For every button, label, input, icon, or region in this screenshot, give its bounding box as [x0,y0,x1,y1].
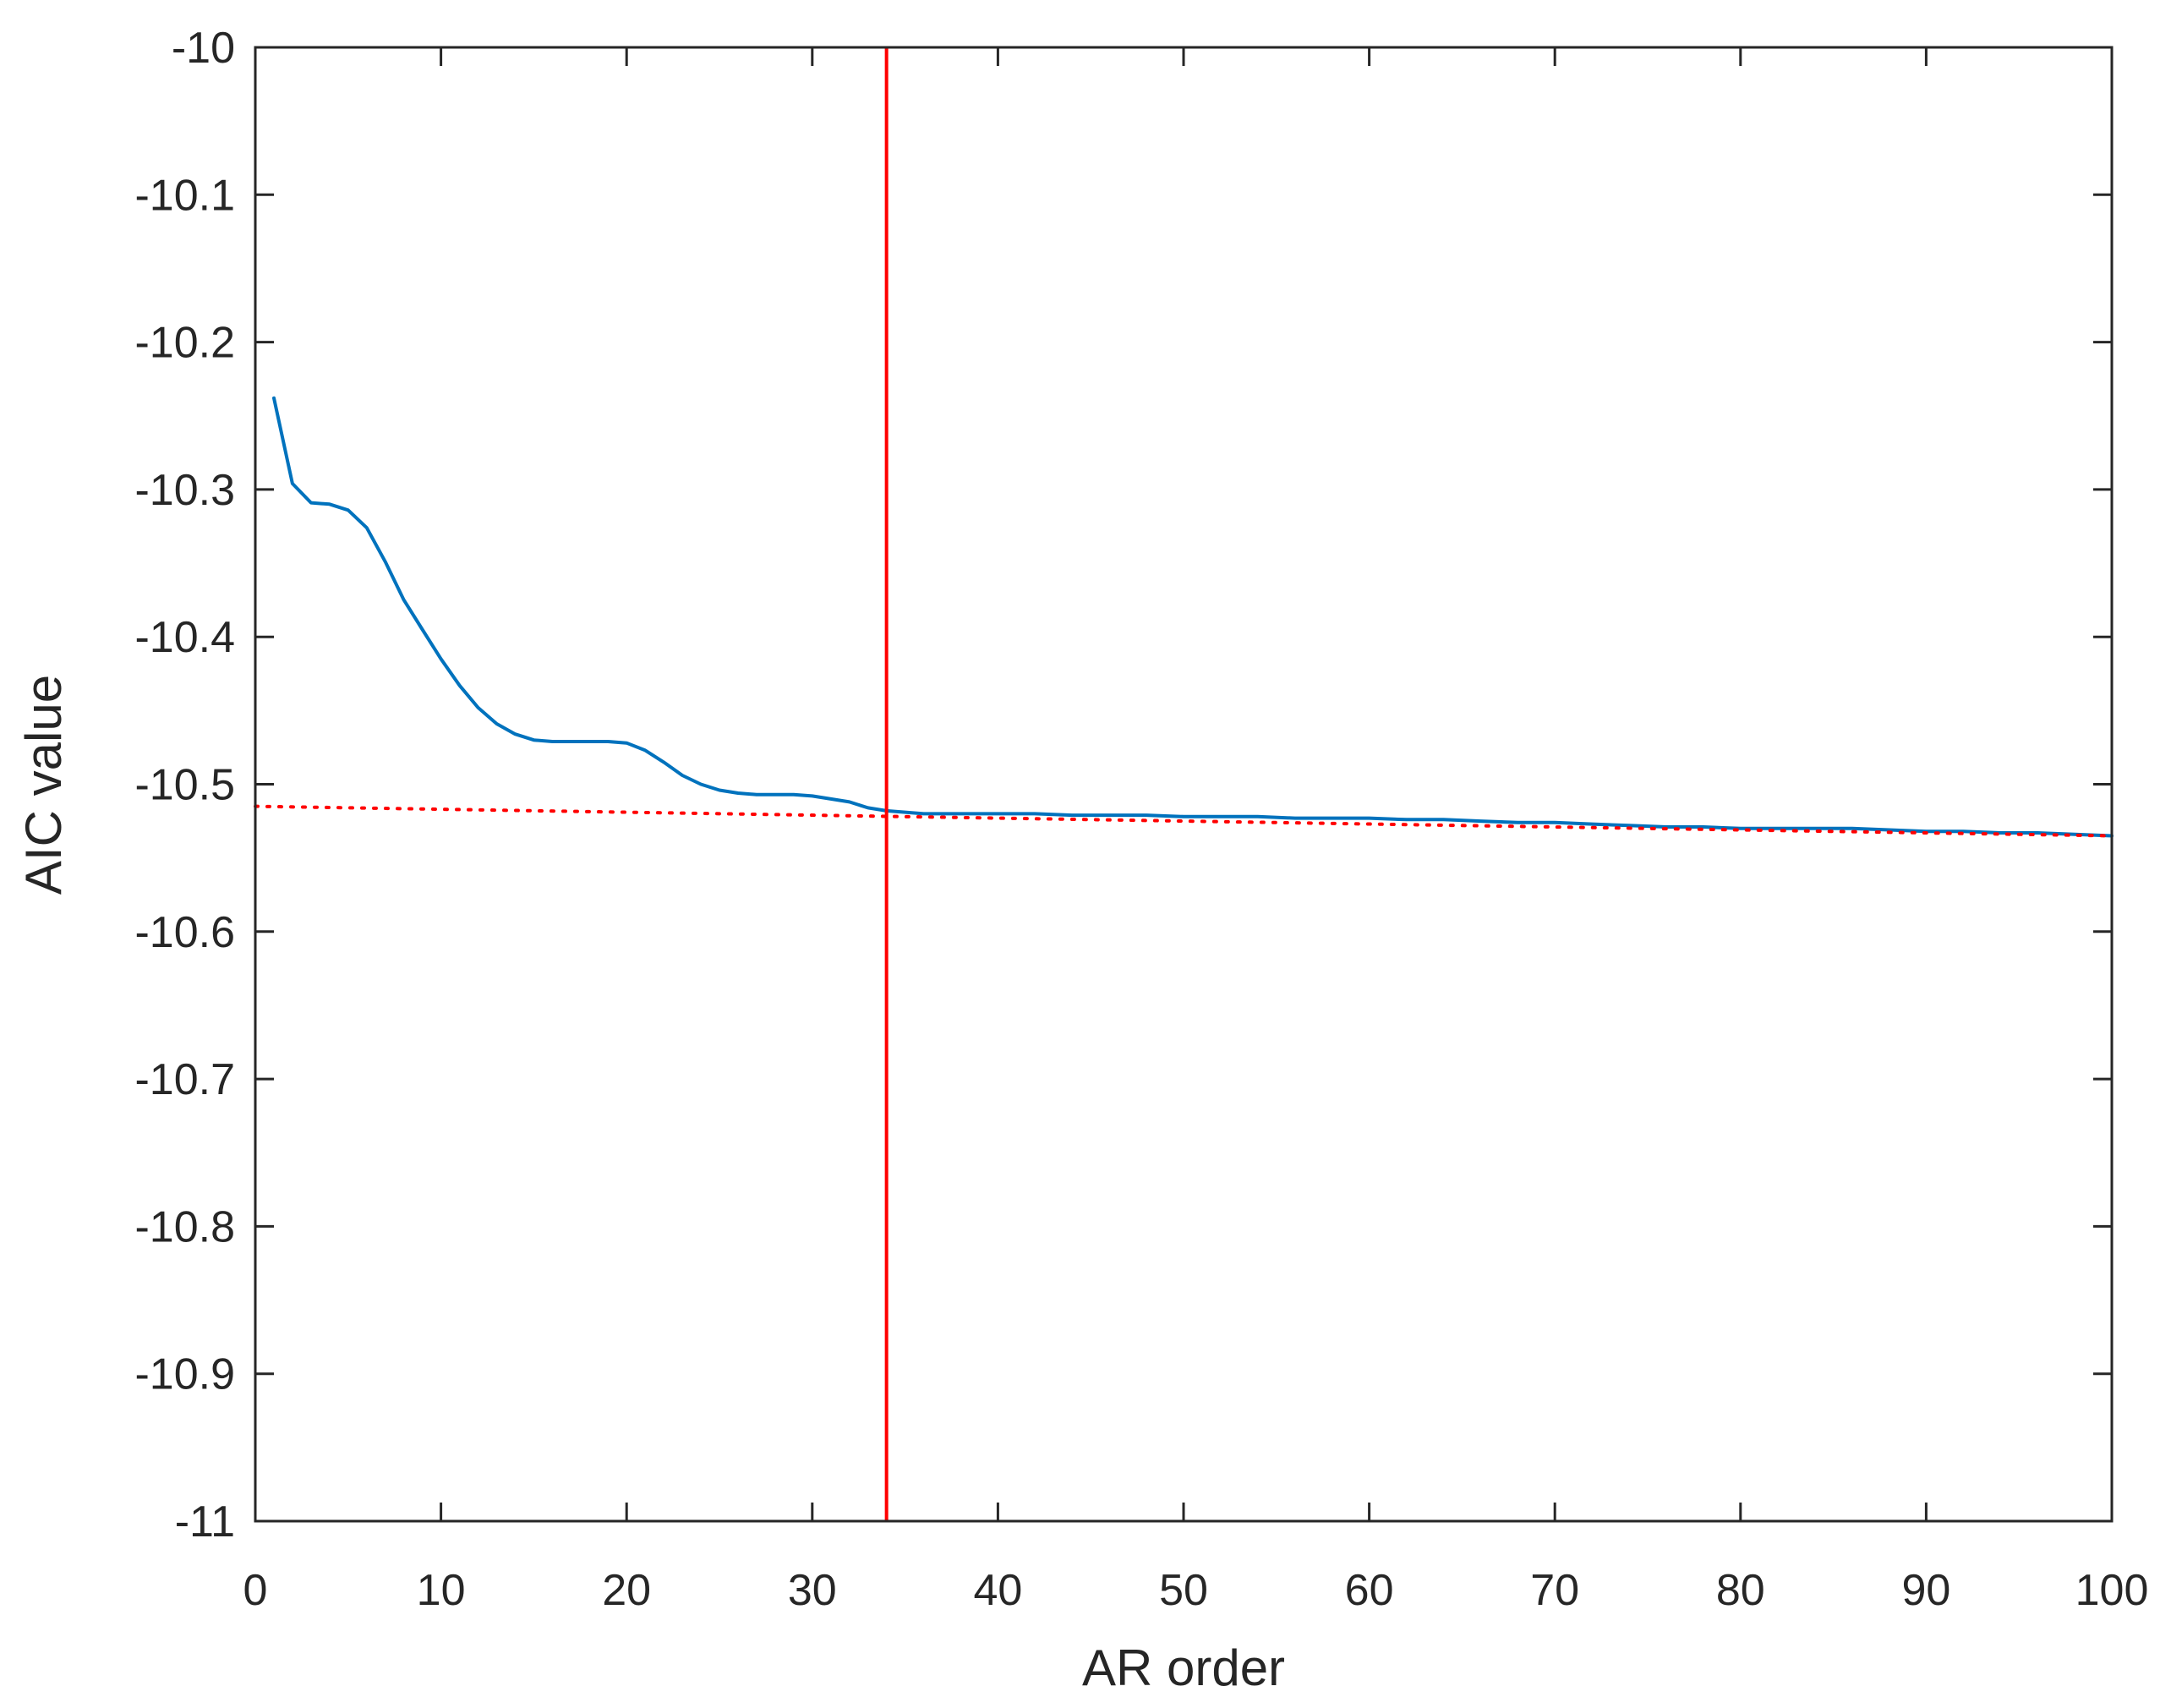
series-layer [254,396,2114,838]
y-tick-label: -10.3 [134,466,235,515]
y-tick-label: -10.2 [134,319,235,368]
x-axis-label: AR order [1082,1640,1285,1696]
y-tick-label: -10.5 [134,761,235,810]
series-line-1 [254,804,2114,838]
x-tick-labels: 0 10 20 30 40 50 60 70 80 90 100 [243,1566,2149,1615]
series-line-0 [272,396,2114,838]
y-tick-labels: -10 -10.1 -10.2 -10.3 -10.4 -10.5 -10.6 -10.7 -1… [134,24,235,1547]
x-tick-label: 90 [1901,1566,1950,1615]
x-tick-label: 20 [602,1566,651,1615]
plot-area [255,47,2112,1521]
x-tick-label: 50 [1159,1566,1208,1615]
x-tick-label: 70 [1530,1566,1579,1615]
x-tick-label: 100 [2075,1566,2149,1615]
y-tick-label: -10.6 [134,908,235,957]
x-tick-label: 30 [788,1566,837,1615]
y-tick-label: -10.9 [134,1350,235,1399]
y-tick-label: -10 [172,24,235,73]
axes-background [255,47,2112,1521]
x-tick-label: 10 [417,1566,466,1615]
y-axis-label: AIC value [15,675,72,895]
y-tick-label: -10.1 [134,171,235,220]
y-tick-label: -11 [175,1497,235,1547]
x-tick-label: 40 [973,1566,1022,1615]
x-tick-label: 60 [1345,1566,1394,1615]
y-tick-label: -10.7 [134,1055,235,1104]
y-tick-label: -10.4 [134,613,235,662]
x-tick-label: 80 [1716,1566,1765,1615]
y-tick-label: -10.8 [134,1202,235,1251]
x-tick-label: 0 [243,1566,268,1615]
ticks-layer [254,46,2114,1523]
